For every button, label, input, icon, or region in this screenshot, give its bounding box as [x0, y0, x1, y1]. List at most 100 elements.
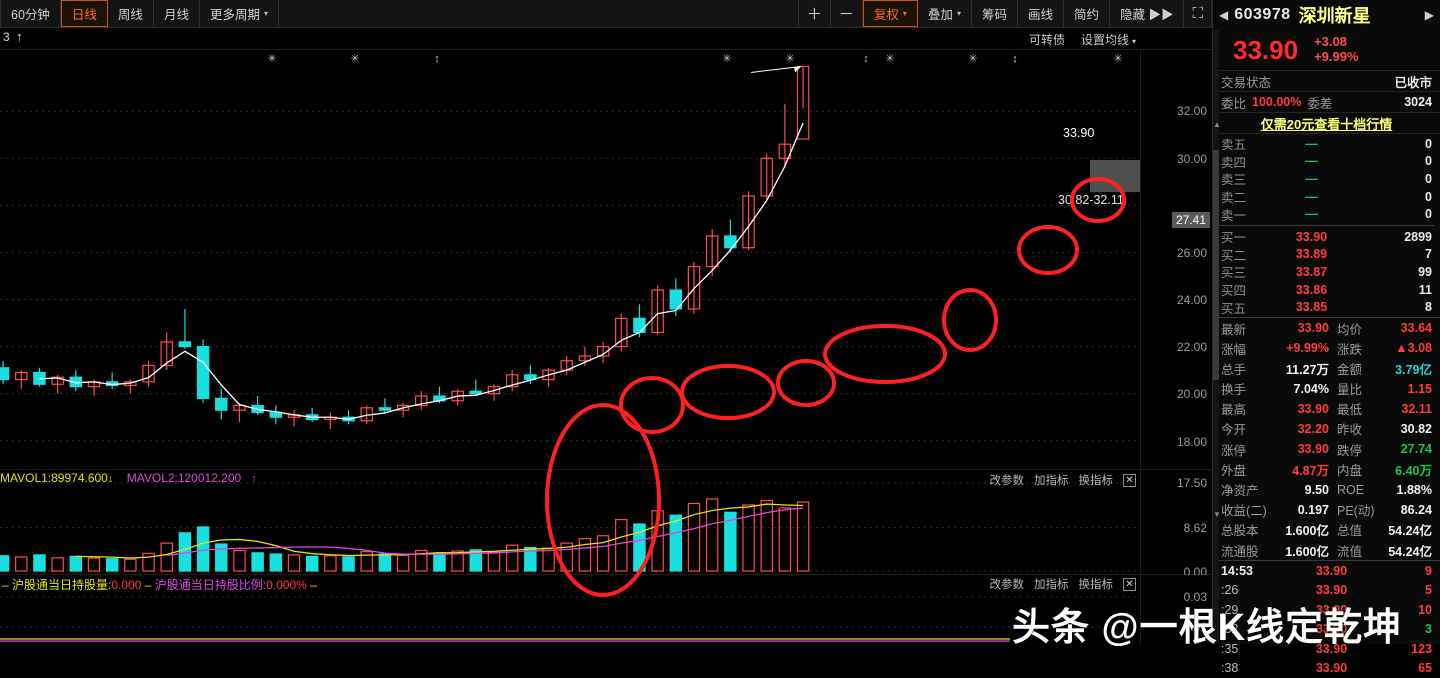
tick-row[interactable]: :29 33.90 10 [1213, 600, 1440, 620]
order-book: 卖五 — 0 卖四 — 0 卖三 — 0 卖二 — 0 卖一 — 0 买一 33.90 2899 买二 33.89 7… [1213, 134, 1440, 317]
simple-mode-button[interactable]: 简约 [1063, 0, 1110, 27]
stat-row: 涨幅 +9.99% 涨跌 ▲3.08 [1213, 338, 1440, 358]
volume-svg [0, 482, 1140, 572]
stat-key-2: 流值 [1337, 544, 1363, 559]
event-marker-9[interactable]: ✳ [1113, 53, 1123, 65]
hk-add-indicator-button[interactable]: 加指标 [1034, 579, 1069, 591]
hk-ratio-value: 0.000% [266, 578, 307, 592]
add-indicator-button[interactable]: 加指标 [1034, 475, 1069, 487]
price-tick-1: 30.00 [1176, 151, 1207, 166]
zoom-out-button[interactable]: － [830, 0, 863, 27]
chips-button[interactable]: 筹码 [971, 0, 1018, 27]
event-marker-1[interactable]: ✳ [350, 53, 360, 65]
event-marker-0[interactable]: ✳ [267, 53, 277, 65]
price-axis[interactable]: 32.00 30.00 26.00 24.00 22.00 20.00 18.00 27.41 [1140, 50, 1212, 469]
tick-time: 14:53 [1221, 563, 1253, 578]
ten-level-quote-ad-text[interactable]: 仅需20元查看十档行情 [1260, 116, 1393, 132]
stock-code: 603978 [1234, 6, 1291, 23]
stat-key-2: PE(动) [1337, 504, 1375, 519]
stat-value-2: 32.11 [1401, 401, 1432, 416]
fullscreen-button[interactable]: ⛶ [1184, 0, 1212, 27]
order-book-row: 买五 33.85 8 [1213, 298, 1440, 316]
event-marker-7[interactable]: ✳ [968, 53, 978, 65]
convertible-bond-link[interactable]: 可转债 [1028, 33, 1065, 47]
price-range-highlight [1090, 160, 1140, 192]
event-marker-4[interactable]: ✳ [785, 53, 795, 65]
volume-plot-area[interactable] [0, 470, 1140, 574]
tick-price: 33.90 [1315, 602, 1348, 617]
stat-key: 总股本 [1221, 524, 1259, 539]
hk-axis: 0.03 0.01 [1140, 575, 1212, 644]
panel-scrollbar-thumb[interactable] [1213, 150, 1219, 380]
stat-key-2: 总值 [1337, 524, 1363, 539]
period-button-0[interactable]: 60分钟 [0, 0, 61, 27]
stat-value: +9.99% [1286, 341, 1329, 356]
stat-value: 1.600亿 [1285, 544, 1329, 559]
scroll-down-icon[interactable]: ▼ [1213, 510, 1221, 519]
price-tick-3: 24.00 [1176, 293, 1207, 308]
event-marker-5[interactable]: ↕ [863, 53, 869, 65]
ten-level-quote-ad[interactable]: 仅需20元查看十档行情 [1213, 112, 1440, 134]
prev-stock-icon[interactable]: ◀ [1219, 8, 1229, 22]
next-stock-icon[interactable]: ▶ [1424, 8, 1434, 22]
stat-row: 总股本 1.600亿 总值 54.24亿 [1213, 520, 1440, 540]
event-marker-2[interactable]: ↕ [434, 53, 440, 65]
volume-tick-1: 8.62 [1183, 521, 1207, 536]
stat-key: 涨幅 [1221, 342, 1247, 357]
period-button-2[interactable]: 周线 [107, 0, 154, 27]
tick-row[interactable]: :32 33.90 3 [1213, 620, 1440, 640]
hk-dash-mid: – [144, 578, 152, 592]
mavol2-label: MAVOL2:120012.200 [126, 471, 242, 485]
price-tick-highlight: 27.41 [1171, 211, 1210, 228]
button-label: 隐藏 ▶▶ [1120, 8, 1174, 22]
adjust-price-button[interactable]: 复权 ▾ [862, 0, 918, 27]
close-icon[interactable]: ✕ [1123, 473, 1136, 487]
hk-indicator-title: – 沪股通当日持股量:0.000 – 沪股通当日持股比例:0.000% – [2, 576, 317, 593]
stat-value: 11.27万 [1285, 362, 1329, 377]
hide-panel-button[interactable]: 隐藏 ▶▶ [1110, 0, 1185, 27]
stat-value-2: 27.74 [1400, 442, 1432, 457]
stat-value: 0.197 [1297, 502, 1329, 517]
price-tick-2: 26.00 [1176, 245, 1207, 260]
set-ma-link[interactable]: 设置均线 ▾ [1080, 33, 1136, 47]
overlay-button[interactable]: 叠加 ▾ [917, 0, 972, 27]
hk-change-params-button[interactable]: 改参数 [989, 579, 1025, 591]
tick-row[interactable]: :38 33.90 65 [1213, 659, 1440, 678]
order-level: 买一 [1221, 231, 1247, 246]
stat-value-2: 33.64 [1400, 321, 1432, 336]
tick-row[interactable]: :26 33.90 5 [1213, 581, 1440, 601]
buy-book: 买一 33.90 2899 买二 33.89 7 买三 33.87 99 买四 33.86 11 买五 3… [1213, 228, 1440, 316]
price-chart-pane[interactable]: ✳ ✳ ↕ ✳ ✳ ↕ ✳ ✳ ↕ ✳ 33.90 30.82-32.11 32.00 30.00 2… [0, 50, 1212, 470]
tick-row[interactable]: 14:53 33.90 9 [1213, 561, 1440, 581]
order-level: 买四 [1221, 284, 1247, 299]
hk-tick-0: 0.03 [1183, 590, 1207, 604]
hk-switch-indicator-button[interactable]: 换指标 [1078, 579, 1114, 591]
event-marker-6[interactable]: ✳ [885, 53, 895, 65]
hk-plot-area[interactable] [0, 575, 1140, 644]
price-plot-area[interactable]: ✳ ✳ ↕ ✳ ✳ ↕ ✳ ✳ ↕ ✳ 33.90 30.82-32.11 [0, 50, 1140, 469]
stat-value: 32.20 [1297, 421, 1329, 436]
quote-statistics: 最新 33.90 均价 33.64 涨幅 +9.99% 涨跌 ▲3.08 总手 11.27万 金额 3… [1213, 316, 1440, 560]
order-book-row: 买一 33.90 2899 [1213, 228, 1440, 246]
stat-row: 今开 32.20 昨收 30.82 [1213, 419, 1440, 439]
period-button-4[interactable]: 更多周期 ▾ [199, 0, 279, 27]
order-book-row: 卖三 — 0 [1213, 170, 1440, 188]
period-button-1[interactable]: 日线 [60, 0, 108, 27]
period-button-3[interactable]: 月线 [153, 0, 200, 27]
order-book-divider [1219, 224, 1434, 226]
panel-scrollbar[interactable]: ▲ ▼ [1213, 30, 1221, 644]
price-tick-0: 32.00 [1176, 104, 1207, 119]
scroll-up-icon[interactable]: ▲ [1213, 120, 1221, 129]
order-book-row: 卖二 — 0 [1213, 188, 1440, 206]
hk-close-icon[interactable]: ✕ [1123, 577, 1136, 591]
event-marker-8[interactable]: ↕ [1012, 53, 1018, 65]
stat-key-2: 涨跌 [1337, 342, 1363, 357]
switch-indicator-button[interactable]: 换指标 [1078, 475, 1114, 487]
draw-line-button[interactable]: 画线 [1017, 0, 1064, 27]
hk-indicator-tools: 改参数 加指标 换指标 ✕ [989, 576, 1136, 592]
event-marker-3[interactable]: ✳ [722, 53, 732, 65]
volume-pane[interactable]: MAVOL1:89974.600↓ MAVOL2:120012.200 ↑ 改参数… [0, 470, 1212, 579]
change-params-button[interactable]: 改参数 [989, 475, 1025, 487]
zoom-in-button[interactable]: ＋ [797, 0, 831, 27]
stat-value: 33.90 [1297, 401, 1329, 416]
